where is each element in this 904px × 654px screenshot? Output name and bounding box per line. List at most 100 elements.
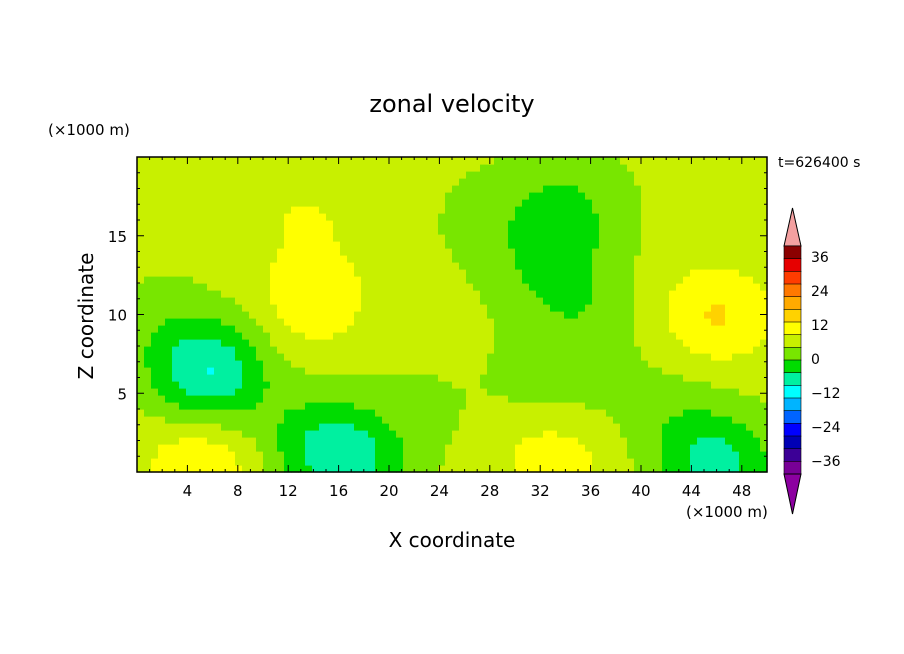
heatmap-cell	[144, 346, 152, 354]
heatmap-cell	[508, 353, 516, 361]
heatmap-cell	[249, 360, 257, 368]
heatmap-cell	[662, 185, 670, 193]
heatmap-cell	[676, 423, 684, 431]
heatmap-cell	[571, 178, 579, 186]
heatmap-cell	[389, 185, 397, 193]
heatmap-cell	[214, 185, 222, 193]
heatmap-cell	[389, 234, 397, 242]
heatmap-cell	[305, 416, 313, 424]
heatmap-cell	[249, 465, 257, 473]
heatmap-cell	[452, 430, 460, 438]
heatmap-cell	[753, 360, 761, 368]
heatmap-cell	[305, 318, 313, 326]
heatmap-cell	[550, 381, 558, 389]
heatmap-cell	[662, 262, 670, 270]
heatmap-cell	[606, 290, 614, 298]
heatmap-cell	[375, 234, 383, 242]
heatmap-cell	[571, 157, 579, 165]
heatmap-cell	[599, 409, 607, 417]
heatmap-cell	[732, 269, 740, 277]
heatmap-cell	[473, 276, 481, 284]
heatmap-cell	[543, 465, 551, 473]
heatmap-cell	[319, 241, 327, 249]
heatmap-cell	[522, 199, 530, 207]
heatmap-cell	[424, 325, 432, 333]
heatmap-cell	[375, 367, 383, 375]
heatmap-cell	[172, 206, 180, 214]
heatmap-cell	[375, 437, 383, 445]
heatmap-cell	[683, 297, 691, 305]
heatmap-cell	[683, 234, 691, 242]
heatmap-cell	[389, 437, 397, 445]
heatmap-cell	[690, 346, 698, 354]
heatmap-cell	[501, 234, 509, 242]
heatmap-cell	[340, 451, 348, 459]
heatmap-cell	[445, 402, 453, 410]
heatmap-cell	[627, 423, 635, 431]
heatmap-cell	[473, 423, 481, 431]
heatmap-cell	[683, 241, 691, 249]
heatmap-cell	[543, 199, 551, 207]
heatmap-cell	[683, 346, 691, 354]
heatmap-cell	[277, 395, 285, 403]
heatmap-cell	[662, 283, 670, 291]
heatmap-cell	[508, 290, 516, 298]
heatmap-cell	[669, 297, 677, 305]
heatmap-cell	[214, 325, 222, 333]
heatmap-cell	[186, 353, 194, 361]
heatmap-cell	[662, 430, 670, 438]
heatmap-cell	[690, 213, 698, 221]
heatmap-cell	[431, 227, 439, 235]
heatmap-cell	[319, 416, 327, 424]
heatmap-cell	[683, 164, 691, 172]
heatmap-cell	[641, 465, 649, 473]
heatmap-cell	[452, 388, 460, 396]
heatmap-cell	[424, 444, 432, 452]
heatmap-cell	[655, 241, 663, 249]
heatmap-cell	[410, 297, 418, 305]
heatmap-cell	[249, 381, 257, 389]
heatmap-cell	[235, 255, 243, 263]
heatmap-cell	[319, 164, 327, 172]
heatmap-cell	[137, 360, 145, 368]
heatmap-cell	[753, 171, 761, 179]
heatmap-cell	[389, 332, 397, 340]
heatmap-cell	[473, 437, 481, 445]
heatmap-cell	[599, 381, 607, 389]
heatmap-cell	[298, 269, 306, 277]
heatmap-cell	[403, 458, 411, 466]
heatmap-cell	[669, 262, 677, 270]
heatmap-cell	[697, 402, 705, 410]
heatmap-cell	[585, 234, 593, 242]
heatmap-cell	[732, 346, 740, 354]
heatmap-cell	[431, 262, 439, 270]
heatmap-cell	[452, 346, 460, 354]
heatmap-cell	[536, 451, 544, 459]
heatmap-cell	[193, 395, 201, 403]
heatmap-cell	[291, 297, 299, 305]
heatmap-cell	[291, 332, 299, 340]
heatmap-cell	[753, 458, 761, 466]
heatmap-cell	[214, 164, 222, 172]
heatmap-cell	[606, 185, 614, 193]
heatmap-cell	[312, 402, 320, 410]
heatmap-cell	[466, 367, 474, 375]
heatmap-cell	[235, 283, 243, 291]
heatmap-cell	[172, 339, 180, 347]
heatmap-cell	[144, 290, 152, 298]
heatmap-cell	[508, 388, 516, 396]
heatmap-cell	[662, 234, 670, 242]
heatmap-cell	[200, 325, 208, 333]
heatmap-cell	[375, 325, 383, 333]
heatmap-cell	[445, 283, 453, 291]
heatmap-cell	[214, 374, 222, 382]
heatmap-cell	[340, 157, 348, 165]
heatmap-cell	[508, 451, 516, 459]
heatmap-cell	[452, 262, 460, 270]
heatmap-cell	[655, 451, 663, 459]
heatmap-cell	[291, 409, 299, 417]
heatmap-cell	[522, 444, 530, 452]
heatmap-cell	[158, 332, 166, 340]
heatmap-cell	[564, 346, 572, 354]
heatmap-cell	[417, 241, 425, 249]
